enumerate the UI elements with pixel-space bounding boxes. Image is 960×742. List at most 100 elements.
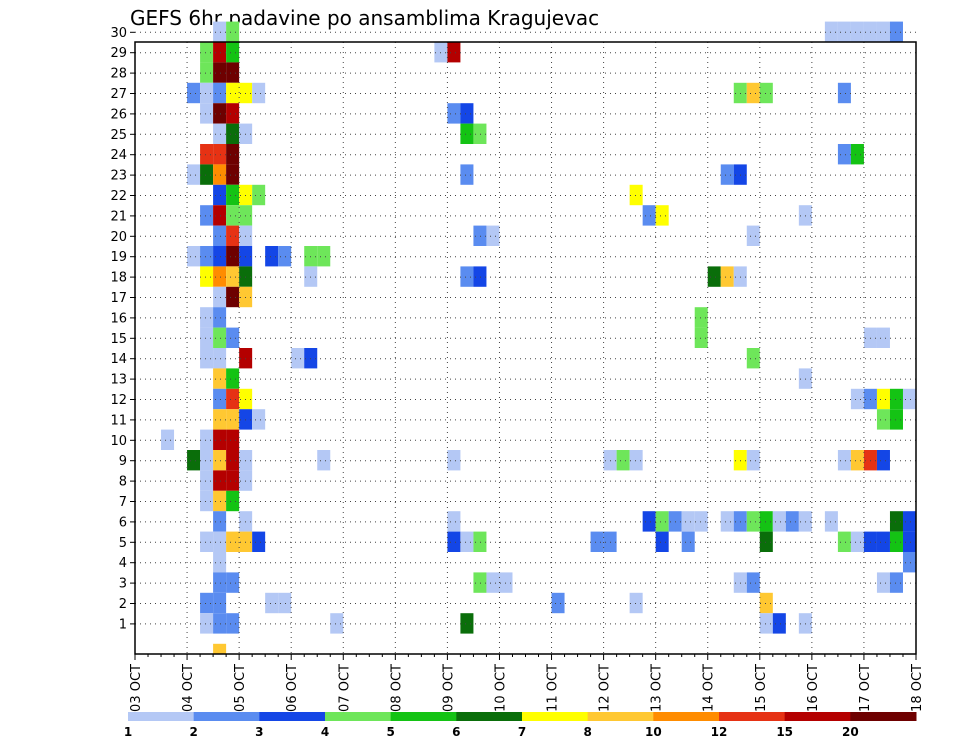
y-tick-label: 22 xyxy=(110,189,127,204)
heat-cell xyxy=(252,409,266,430)
heat-cell xyxy=(226,21,240,42)
heat-cell xyxy=(733,266,747,287)
heat-cell xyxy=(213,184,227,206)
x-tick-label: 10 OCT xyxy=(493,664,508,712)
legend-label: 5 xyxy=(386,725,394,739)
heat-cell xyxy=(642,511,656,532)
heat-cell xyxy=(226,450,240,471)
y-tick-label: 28 xyxy=(110,67,127,82)
y-tick-label: 29 xyxy=(110,46,127,61)
heat-cell xyxy=(213,103,227,124)
y-tick-label: 12 xyxy=(110,393,127,408)
y-tick-label: 14 xyxy=(110,352,127,367)
heat-cell xyxy=(876,21,890,42)
heat-cell xyxy=(629,184,643,206)
legend-swatch xyxy=(390,712,457,721)
heat-cell xyxy=(629,450,643,471)
legend-swatch xyxy=(850,712,917,721)
heat-cell xyxy=(213,450,227,471)
legend-swatch xyxy=(325,712,392,721)
heat-cell xyxy=(226,286,240,308)
legend-swatch xyxy=(719,712,786,721)
heat-cell xyxy=(681,531,695,552)
y-tick-label: 9 xyxy=(119,454,127,469)
heat-cell xyxy=(655,511,669,532)
heat-cell xyxy=(473,225,487,246)
x-tick-label: 04 OCT xyxy=(181,664,196,712)
heat-cell xyxy=(681,511,695,532)
heat-cell xyxy=(265,592,279,614)
heat-cell xyxy=(213,164,227,185)
x-tick-label: 05 OCT xyxy=(233,664,248,712)
legend-swatch xyxy=(128,712,195,721)
chart-title: GEFS 6hr padavine po ansamblima Kragujev… xyxy=(130,6,600,30)
legend-swatch xyxy=(193,712,260,721)
heat-cell xyxy=(850,450,864,471)
heat-cell xyxy=(746,225,760,246)
heat-cell xyxy=(213,531,227,552)
heat-cell xyxy=(200,531,214,552)
x-tick-label: 08 OCT xyxy=(389,664,404,712)
heat-cell xyxy=(837,82,851,104)
x-tick-label: 07 OCT xyxy=(337,664,352,712)
heat-cell xyxy=(876,388,890,410)
heat-cell xyxy=(213,409,227,430)
heat-cell xyxy=(213,572,227,593)
heat-cell xyxy=(200,613,214,634)
legend-swatch xyxy=(259,712,326,721)
heat-cell xyxy=(876,531,890,552)
heat-cell xyxy=(304,266,318,287)
heat-cell xyxy=(460,531,474,552)
heat-cell xyxy=(213,429,227,450)
grid xyxy=(135,31,916,654)
heat-cell xyxy=(213,368,227,389)
heat-cell xyxy=(213,144,227,165)
heat-cell xyxy=(486,225,500,246)
y-tick-label: 18 xyxy=(110,271,127,286)
x-tick-label: 11 OCT xyxy=(546,664,561,712)
heat-cell xyxy=(213,42,227,63)
heat-cell xyxy=(200,266,214,287)
heat-cell xyxy=(590,531,604,552)
heat-cell xyxy=(785,511,799,532)
x-tick-label: 13 OCT xyxy=(650,664,665,712)
heat-cell xyxy=(213,123,227,144)
legend-swatch xyxy=(587,712,654,721)
heat-cell xyxy=(200,103,214,124)
heat-cell xyxy=(213,225,227,246)
heat-cell xyxy=(187,164,201,185)
heat-cell xyxy=(226,470,240,491)
heat-cell xyxy=(213,348,227,369)
heat-cell xyxy=(759,592,773,614)
legend-swatch xyxy=(456,712,523,721)
x-axis: 03 OCT 04 OCT 05 OCT 06 OCT 07 OCT 08 OCT 09 O… xyxy=(129,654,925,712)
heat-cell xyxy=(200,62,214,83)
legend-label: 12 xyxy=(711,725,728,739)
heat-cell xyxy=(200,246,214,267)
heat-cell xyxy=(226,225,240,246)
heat-cell xyxy=(213,388,227,410)
heat-cell xyxy=(460,613,474,634)
heat-cell xyxy=(889,409,903,430)
heat-cell xyxy=(876,409,890,430)
heat-cell xyxy=(213,592,227,614)
heat-cell xyxy=(616,450,630,471)
heat-cell xyxy=(226,205,240,226)
heat-cell xyxy=(889,531,903,552)
heat-cell xyxy=(746,450,760,471)
y-axis: 1234567891011121314151617181920212223242… xyxy=(110,26,135,632)
heat-cell xyxy=(226,409,240,430)
heat-cell xyxy=(200,164,214,185)
heat-cell xyxy=(707,266,721,287)
heat-cell xyxy=(460,103,474,124)
heat-cell xyxy=(473,266,487,287)
heat-cell xyxy=(226,82,240,104)
legend-label: 7 xyxy=(518,725,526,739)
y-tick-label: 10 xyxy=(110,434,127,449)
y-tick-label: 4 xyxy=(119,556,127,571)
y-tick-label: 2 xyxy=(119,597,127,612)
legend-swatch xyxy=(653,712,720,721)
heat-cell xyxy=(200,470,214,491)
heat-cell xyxy=(226,266,240,287)
